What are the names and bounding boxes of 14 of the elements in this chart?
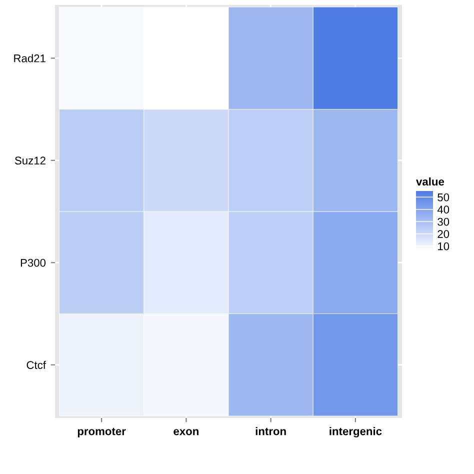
color-bar-label: 50 — [438, 193, 450, 202]
color-bar-title: value — [416, 177, 444, 186]
x-tick-label: exon — [174, 429, 198, 436]
color-bar-label: 30 — [438, 218, 450, 226]
color-bar-label: 40 — [437, 206, 450, 214]
y-tick-label: P300 — [20, 258, 46, 267]
y-tick-label: Rad21 — [14, 54, 46, 62]
color-bar-label: 20 — [438, 230, 450, 238]
y-tick-label: Suz12 — [14, 156, 46, 165]
color-bar-label: 10 — [438, 242, 450, 250]
x-tick-label: promoter — [78, 428, 126, 438]
y-tick-label: Ctcf — [26, 360, 46, 369]
x-tick-label: intron — [256, 427, 286, 436]
x-tick-label: intergenic — [330, 427, 382, 438]
